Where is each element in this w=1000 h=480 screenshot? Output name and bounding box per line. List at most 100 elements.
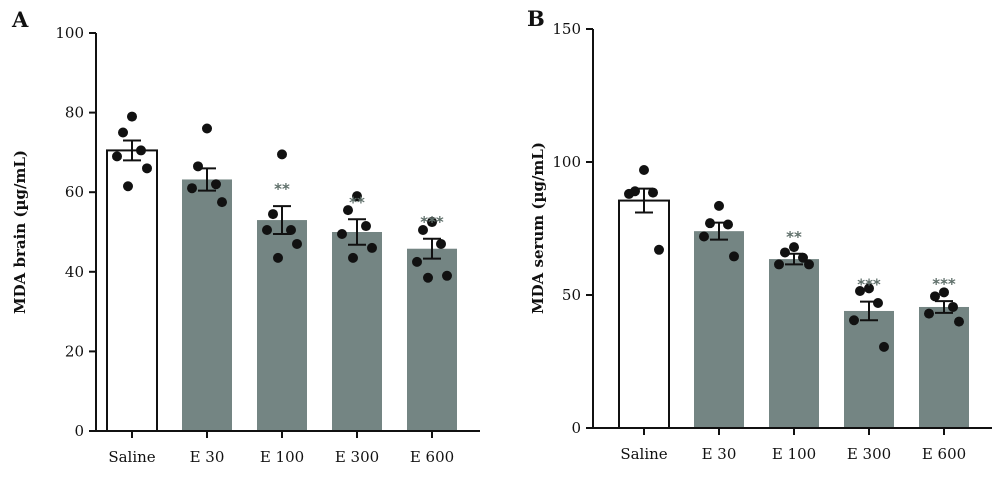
data-point: [436, 238, 446, 249]
data-point: [202, 123, 212, 134]
data-point: [654, 244, 664, 255]
data-point: [217, 197, 227, 208]
error-bar: [635, 187, 653, 214]
y-tick-label: 150: [552, 20, 581, 38]
x-tick-label: E 100: [772, 445, 816, 463]
data-point: [699, 231, 709, 242]
bar-saline: [106, 149, 158, 432]
data-point: [780, 247, 790, 258]
data-point: [348, 252, 358, 263]
y-tick-label: 40: [65, 263, 84, 281]
data-point: [262, 225, 272, 236]
data-point: [804, 259, 814, 270]
error-bar: [860, 300, 878, 322]
data-point: [648, 187, 658, 198]
y-tick-label: 80: [65, 104, 84, 122]
bar-e-300: [332, 232, 382, 431]
data-point: [789, 242, 799, 253]
data-point: [412, 256, 422, 267]
data-point: [954, 316, 964, 327]
significance-marker: ***: [857, 276, 881, 294]
data-point: [118, 127, 128, 138]
y-tick-label: 100: [55, 24, 84, 42]
data-point: [352, 191, 362, 202]
data-point: [624, 188, 634, 199]
data-point: [142, 163, 152, 174]
y-tick-label: 100: [552, 153, 581, 171]
y-axis-label: MDA brain (µg/mL): [11, 150, 29, 314]
data-point: [442, 270, 452, 281]
data-point: [418, 225, 428, 236]
data-point: [136, 145, 146, 156]
data-point: [187, 183, 197, 194]
significance-marker: **: [349, 193, 365, 211]
data-point: [367, 242, 377, 253]
data-point: [286, 225, 296, 236]
x-tick-label: E 600: [410, 448, 454, 466]
y-axis-label: MDA serum (µg/mL): [529, 142, 547, 314]
y-tick-label: 60: [65, 183, 84, 201]
error-bar: [935, 300, 953, 314]
data-point: [723, 219, 733, 230]
data-point: [277, 149, 287, 160]
x-tick-label: Saline: [108, 448, 155, 466]
x-tick-label: E 30: [702, 445, 737, 463]
data-point: [930, 291, 940, 302]
data-point: [714, 200, 724, 211]
data-point: [729, 251, 739, 262]
data-point: [427, 217, 437, 228]
data-point: [798, 252, 808, 263]
bar-e-300: [844, 310, 894, 428]
data-point: [193, 161, 203, 172]
bar-e-100: [769, 259, 819, 428]
data-point: [273, 252, 283, 263]
significance-marker: **: [786, 228, 802, 246]
error-bar: [198, 167, 216, 192]
data-point: [948, 301, 958, 312]
x-tick-label: Saline: [620, 445, 667, 463]
error-bar: [273, 205, 291, 235]
data-point: [774, 259, 784, 270]
data-point: [939, 287, 949, 298]
error-bar: [348, 218, 366, 246]
bar-e-100: [257, 220, 307, 431]
data-point: [123, 181, 133, 192]
significance-marker: ***: [932, 275, 956, 293]
error-bar: [423, 237, 441, 260]
data-point: [864, 283, 874, 294]
significance-marker: **: [274, 180, 290, 198]
data-point: [873, 297, 883, 308]
error-bar: [123, 139, 141, 162]
data-point: [127, 111, 137, 122]
y-tick-label: 50: [562, 286, 581, 304]
panel-letter: B: [527, 6, 545, 31]
data-point: [337, 228, 347, 239]
panel-letter: A: [11, 7, 29, 32]
data-point: [343, 205, 353, 216]
data-point: [639, 164, 649, 175]
x-tick-label: E 600: [922, 445, 966, 463]
bar-e-30: [182, 179, 232, 431]
x-tick-label: E 100: [260, 448, 304, 466]
significance-marker: ***: [420, 213, 444, 231]
x-tick-label: E 300: [335, 448, 379, 466]
bar-e-30: [694, 231, 744, 428]
data-point: [211, 179, 221, 190]
bar-e-600: [919, 306, 969, 428]
x-tick-label: E 30: [190, 448, 225, 466]
error-bar: [710, 221, 728, 241]
data-point: [292, 238, 302, 249]
data-point: [268, 209, 278, 220]
data-point: [879, 341, 889, 352]
data-point: [112, 151, 122, 162]
data-point: [924, 308, 934, 319]
x-tick-label: E 300: [847, 445, 891, 463]
y-tick-label: 20: [65, 342, 84, 360]
error-bar: [785, 252, 803, 266]
data-point: [361, 221, 371, 232]
data-point: [849, 315, 859, 326]
y-tick-label: 0: [571, 419, 581, 437]
